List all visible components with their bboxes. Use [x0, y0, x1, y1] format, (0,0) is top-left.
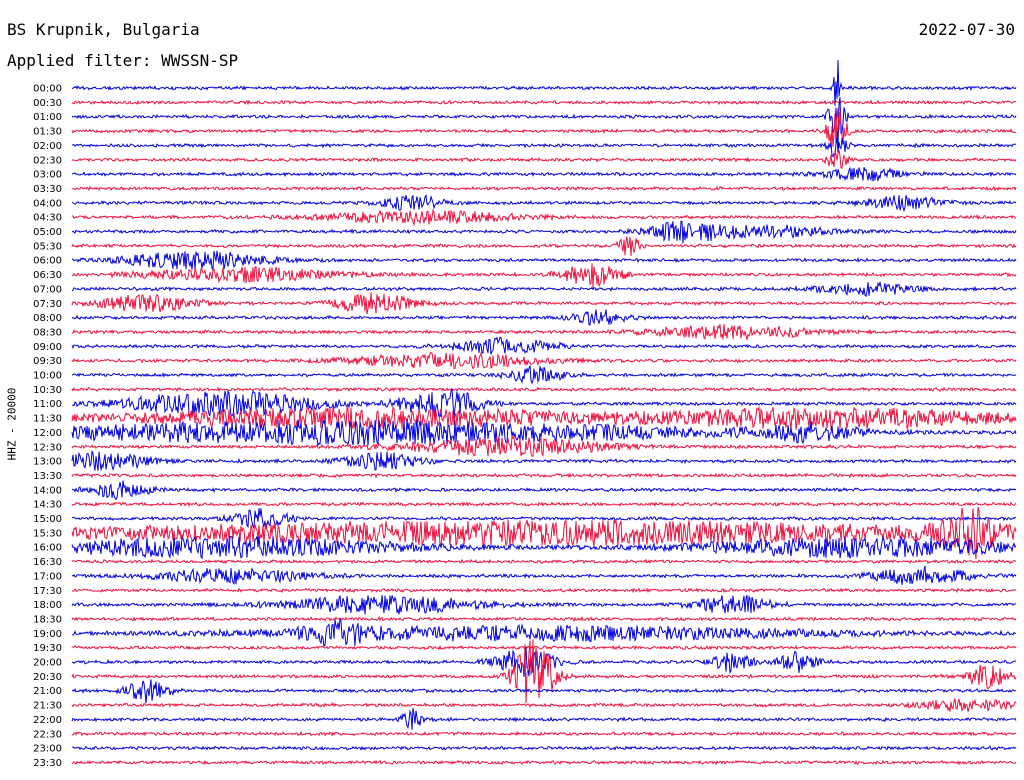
trace-line: [71, 565, 1017, 585]
trace-line: [71, 730, 1017, 737]
applied-filter: Applied filter: WWSSN-SP: [7, 51, 239, 70]
time-tick-label: 10:00: [33, 371, 62, 382]
time-tick-label: 21:30: [33, 701, 62, 712]
trace-line: [71, 644, 1017, 651]
time-tick-label: 23:00: [33, 744, 62, 755]
trace-line: [71, 615, 1017, 622]
time-tick-label: 17:00: [33, 571, 62, 582]
time-tick-label: 14:30: [33, 500, 62, 511]
trace-line: [71, 472, 1017, 479]
trace-line: [71, 434, 1017, 457]
time-tick-label: 06:00: [33, 256, 62, 267]
time-tick-label: 02:00: [33, 141, 62, 152]
time-tick-label: 11:30: [33, 414, 62, 425]
time-tick-label: 16:30: [33, 557, 62, 568]
trace-line: [71, 99, 1017, 106]
trace-line: [71, 535, 1017, 560]
time-tick-label: 08:30: [33, 327, 62, 338]
trace-line: [71, 679, 1017, 704]
trace-line: [71, 336, 1017, 355]
time-tick-label: 08:00: [33, 313, 62, 324]
trace-line: [71, 323, 1017, 340]
trace-line: [71, 558, 1016, 565]
trace-line: [71, 639, 1017, 704]
trace-line: [71, 480, 1017, 501]
trace-line: [71, 388, 1017, 419]
trace-line: [72, 60, 1017, 106]
time-tick-label: 19:30: [33, 643, 62, 654]
time-tick-label: 22:30: [33, 729, 62, 740]
time-tick-label: 22:00: [33, 715, 62, 726]
trace-line: [71, 617, 1017, 648]
time-tick-label: 14:00: [33, 485, 62, 496]
time-tick-label: 16:00: [33, 543, 62, 554]
trace-line: [71, 193, 1017, 213]
trace-line: [71, 309, 1017, 326]
time-tick-label: 00:00: [33, 84, 62, 95]
trace-line: [71, 594, 1017, 615]
trace-line: [71, 587, 1017, 594]
time-tick-label: 12:00: [33, 428, 62, 439]
trace-line: [71, 501, 1017, 507]
time-tick-label: 06:30: [33, 270, 62, 281]
time-tick-label: 15:30: [33, 528, 62, 539]
time-tick-label: 18:00: [33, 600, 62, 611]
trace-line: [71, 386, 1017, 393]
station-name: BS Krupnik, Bulgaria: [7, 20, 200, 39]
trace-line: [71, 280, 1017, 298]
trace-line: [71, 108, 1017, 148]
time-tick-label: 07:00: [33, 284, 62, 295]
time-tick-label: 19:00: [33, 629, 62, 640]
time-tick-label: 18:30: [33, 614, 62, 625]
trace-line: [71, 365, 1017, 385]
trace-line: [71, 167, 1017, 182]
time-tick-label: 05:30: [33, 241, 62, 252]
time-tick-label: 11:00: [33, 399, 62, 410]
trace-line: [71, 250, 1017, 271]
time-tick-label: 02:30: [33, 155, 62, 166]
time-tick-label: 01:00: [33, 112, 62, 123]
time-tick-label: 20:00: [33, 658, 62, 669]
time-tick-label: 09:00: [33, 342, 62, 353]
record-date: 2022-07-30: [918, 20, 1015, 39]
time-tick-label: 04:00: [33, 198, 62, 209]
time-tick-label: 07:30: [33, 299, 62, 310]
trace-line: [71, 508, 1017, 530]
trace-line: [71, 97, 1017, 147]
time-tick-label: 13:30: [33, 471, 62, 482]
time-tick-label: 03:30: [33, 184, 62, 195]
trace-line: [71, 292, 1017, 315]
trace-line: [71, 759, 1017, 766]
time-tick-label: 23:30: [33, 758, 62, 769]
trace-line: [71, 136, 1016, 158]
trace-line: [71, 418, 1017, 447]
time-tick-label: 10:30: [33, 385, 62, 396]
trace-line: [71, 405, 1017, 431]
time-tick-label: 17:30: [33, 586, 62, 597]
trace-line: [71, 263, 1017, 288]
time-tick-label: 01:30: [33, 127, 62, 138]
trace-line: [71, 506, 1017, 560]
trace-line: [71, 236, 1017, 257]
time-tick-label: 05:00: [33, 227, 62, 238]
trace-line: [71, 708, 1017, 730]
time-tick-label: 13:00: [33, 457, 62, 468]
time-tick-label: 09:30: [33, 356, 62, 367]
time-tick-label: 03:00: [33, 170, 62, 181]
time-tick-label: 12:30: [33, 442, 62, 453]
time-tick-label: 21:00: [33, 686, 62, 697]
trace-line: [71, 745, 1017, 751]
trace-line: [71, 208, 1017, 227]
trace-line: [71, 449, 1017, 472]
time-tick-label: 20:30: [33, 672, 62, 683]
time-tick-label: 15:00: [33, 514, 62, 525]
trace-line: [71, 220, 1017, 244]
time-tick-label: 04:30: [33, 213, 62, 224]
trace-line: [71, 150, 1017, 169]
trace-line: [71, 351, 1017, 370]
time-tick-label: 00:30: [33, 98, 62, 109]
trace-line: [71, 185, 1017, 192]
trace-line: [71, 698, 1017, 712]
